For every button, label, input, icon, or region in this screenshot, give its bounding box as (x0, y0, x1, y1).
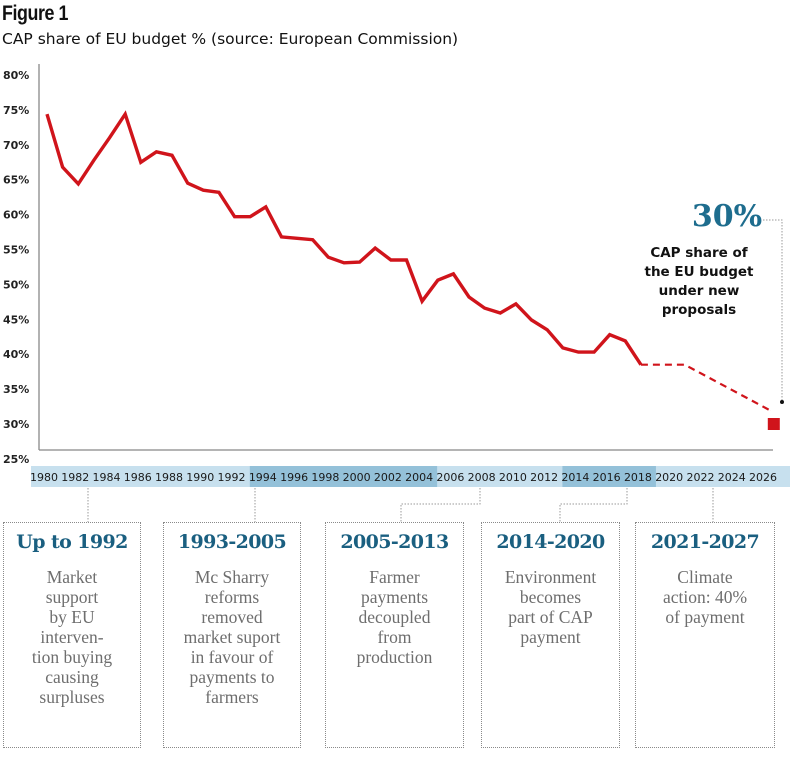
callout-leader-dot (780, 400, 784, 404)
era-title: 1993-2005 (177, 531, 287, 553)
y-tick-label: 75% (3, 104, 29, 117)
chart-subtitle: CAP share of EU budget % (source: Europe… (2, 30, 459, 48)
x-tick-label: 1992 (218, 471, 246, 484)
era-description: Market support by EU interven- tion buyi… (31, 567, 113, 707)
callout-line-2: the EU budget (644, 264, 754, 280)
era-title: 2021-2027 (650, 531, 760, 553)
figure-label: Figure 1 (2, 2, 69, 25)
x-tick-label: 2002 (374, 471, 402, 484)
x-tick-label: 1994 (249, 471, 277, 484)
x-tick-label: 1996 (280, 471, 308, 484)
x-tick-label: 2006 (436, 471, 464, 484)
y-tick-label: 60% (3, 209, 29, 222)
callout-annotation: 30% CAP share of the EU budget under new… (644, 199, 784, 404)
y-tick-label: 45% (3, 313, 29, 326)
y-tick-label: 35% (3, 383, 29, 396)
x-tick-labels: 1980 1982 1984 1986 1988 1990 1992 1994 1996 1998… (30, 471, 777, 484)
era-box-1993-2005: 1993-2005 Mc Sharry reforms removed mark… (163, 522, 301, 748)
era-connector-4 (559, 488, 628, 522)
era-title: 2014-2020 (496, 531, 605, 553)
era-title: 2005-2013 (340, 531, 449, 553)
x-tick-label: 1990 (186, 471, 214, 484)
x-tick-label: 1988 (155, 471, 183, 484)
series-group (45, 110, 780, 430)
era-box-2005-2013: 2005-2013 Farmer payments decoupled from… (325, 522, 464, 748)
callout-line-1: CAP share of (650, 245, 747, 261)
y-tick-label: 40% (3, 348, 29, 361)
callout-line-4: proposals (662, 302, 736, 318)
era-title: Up to 1992 (16, 531, 128, 553)
y-tick-label: 65% (3, 174, 29, 187)
x-tick-label: 2022 (686, 471, 714, 484)
era-description: Environment becomes part of CAP payment (504, 567, 597, 647)
era-connectors (87, 488, 714, 522)
x-tick-label: 2004 (405, 471, 433, 484)
x-tick-label: 2026 (749, 471, 777, 484)
x-tick-label: 2008 (468, 471, 496, 484)
x-tick-label: 2012 (530, 471, 558, 484)
era-box-2014-2020: 2014-2020 Environment becomes part of CA… (481, 522, 620, 748)
actual-series-line (45, 110, 643, 366)
x-tick-label: 2024 (718, 471, 746, 484)
callout-leader-line (763, 219, 783, 402)
y-tick-label: 70% (3, 139, 29, 152)
era-box-2021-2027: 2021-2027 Climate action: 40% of payment (635, 522, 775, 748)
x-tick-label: 1982 (61, 471, 89, 484)
x-tick-label: 1984 (93, 471, 121, 484)
x-axis-highlight-band (249, 466, 438, 487)
x-tick-label: 2016 (593, 471, 621, 484)
x-axis-bands (31, 466, 790, 487)
y-tick-labels: 80% 75% 70% 65% 60% 55% 50% 45% 40% 35% 30% 25% (3, 69, 29, 466)
era-description: Climate action: 40% of payment (662, 567, 748, 627)
callout-line-3: under new (659, 283, 740, 299)
y-tick-label: 50% (3, 278, 29, 291)
projection-end-marker (767, 418, 780, 430)
y-tick-label: 25% (3, 453, 29, 466)
era-connector-3 (400, 488, 481, 522)
x-tick-label: 2020 (655, 471, 683, 484)
era-description: Farmer payments decoupled from productio… (356, 567, 433, 667)
era-box-up-to-1992: Up to 1992 Market support by EU interven… (3, 522, 141, 748)
x-tick-label: 2000 (343, 471, 371, 484)
x-tick-label: 1986 (124, 471, 152, 484)
x-axis-highlight-band (562, 466, 656, 487)
x-tick-label: 2014 (561, 471, 589, 484)
y-tick-label: 80% (3, 69, 29, 82)
y-tick-label: 55% (3, 244, 29, 257)
era-description: Mc Sharry reforms removed market suport … (183, 567, 281, 707)
callout-value: 30% (692, 199, 762, 234)
x-tick-label: 2010 (499, 471, 527, 484)
x-tick-label: 1980 (30, 471, 58, 484)
x-tick-label: 2018 (624, 471, 652, 484)
x-tick-label: 1998 (311, 471, 339, 484)
projected-series-line (640, 363, 772, 412)
y-tick-label: 30% (3, 418, 29, 431)
